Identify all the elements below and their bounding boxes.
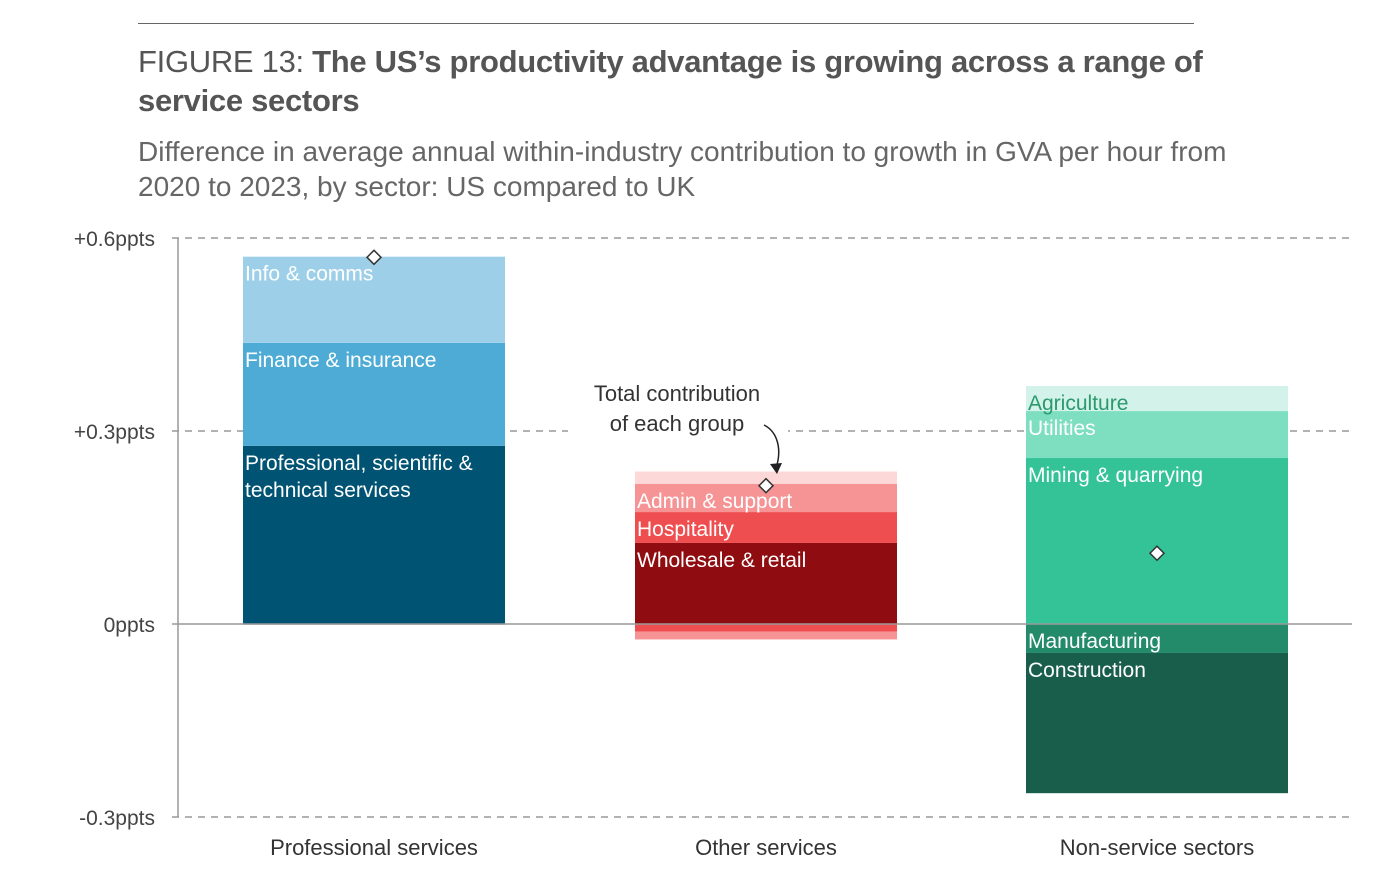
x-category-label: Non-service sectors bbox=[1060, 835, 1254, 860]
x-category-label: Professional services bbox=[270, 835, 478, 860]
bar-segment bbox=[1026, 385, 1288, 412]
segment-label-line: Professional, scientific & bbox=[245, 452, 473, 475]
x-category-label: Other services bbox=[695, 835, 837, 860]
segment-label: Wholesale & retail bbox=[637, 549, 806, 572]
annotation-background bbox=[568, 372, 788, 444]
segment-label: Admin & support bbox=[637, 490, 792, 513]
bar-segment bbox=[1026, 458, 1288, 624]
total-diamond-marker bbox=[757, 477, 775, 494]
top-rule bbox=[138, 23, 1194, 24]
segment-label: Utilities bbox=[1028, 417, 1096, 440]
bar-segment bbox=[243, 342, 505, 446]
segment-label: Agriculture bbox=[1028, 392, 1128, 415]
y-tick-label: +0.3ppts bbox=[74, 421, 155, 444]
figure-label: FIGURE 13: bbox=[138, 44, 304, 79]
bar-group: Professional, scientific & technical serv… bbox=[243, 249, 505, 860]
total-diamond-marker bbox=[1148, 545, 1166, 562]
segment-label: Hospitality bbox=[637, 518, 734, 541]
figure-subtitle: Difference in average annual within-indu… bbox=[138, 136, 1227, 202]
y-tick-label: +0.6ppts bbox=[74, 228, 155, 251]
bar-segment bbox=[1026, 411, 1288, 459]
segment-label: Construction bbox=[1028, 659, 1146, 682]
bar-segment bbox=[1026, 652, 1288, 794]
segment-label: Mining & quarrying bbox=[1028, 464, 1203, 487]
bar-segment bbox=[635, 624, 897, 632]
bar-segment bbox=[635, 542, 897, 624]
segment-label: Finance & insurance bbox=[245, 349, 436, 372]
bar-segment bbox=[635, 512, 897, 543]
bar-segment bbox=[635, 631, 897, 640]
annotation-text: of each group bbox=[610, 411, 745, 436]
segment-label: Info & comms bbox=[245, 263, 373, 286]
bar-segment bbox=[1026, 624, 1288, 653]
figure-title: FIGURE 13: The US’s productivity advanta… bbox=[138, 42, 1218, 120]
bar-group: Wholesale & retail Hospitality Admin & sup… bbox=[635, 471, 897, 860]
bar-segment bbox=[243, 256, 505, 343]
total-diamond-marker bbox=[365, 249, 383, 266]
segment-label: Manufacturing bbox=[1028, 630, 1161, 653]
figure-title-text: The US’s productivity advantage is growi… bbox=[138, 44, 1203, 118]
y-tick-label: -0.3ppts bbox=[79, 807, 155, 830]
segment-label-line: technical services bbox=[245, 479, 411, 502]
annotation-text: Total contribution bbox=[594, 381, 760, 406]
bar-segment bbox=[243, 445, 505, 624]
y-tick-label: 0ppts bbox=[104, 614, 155, 637]
annotation-arrowhead bbox=[770, 463, 782, 474]
segment-label: Professional, scientific & technical serv… bbox=[245, 452, 473, 502]
